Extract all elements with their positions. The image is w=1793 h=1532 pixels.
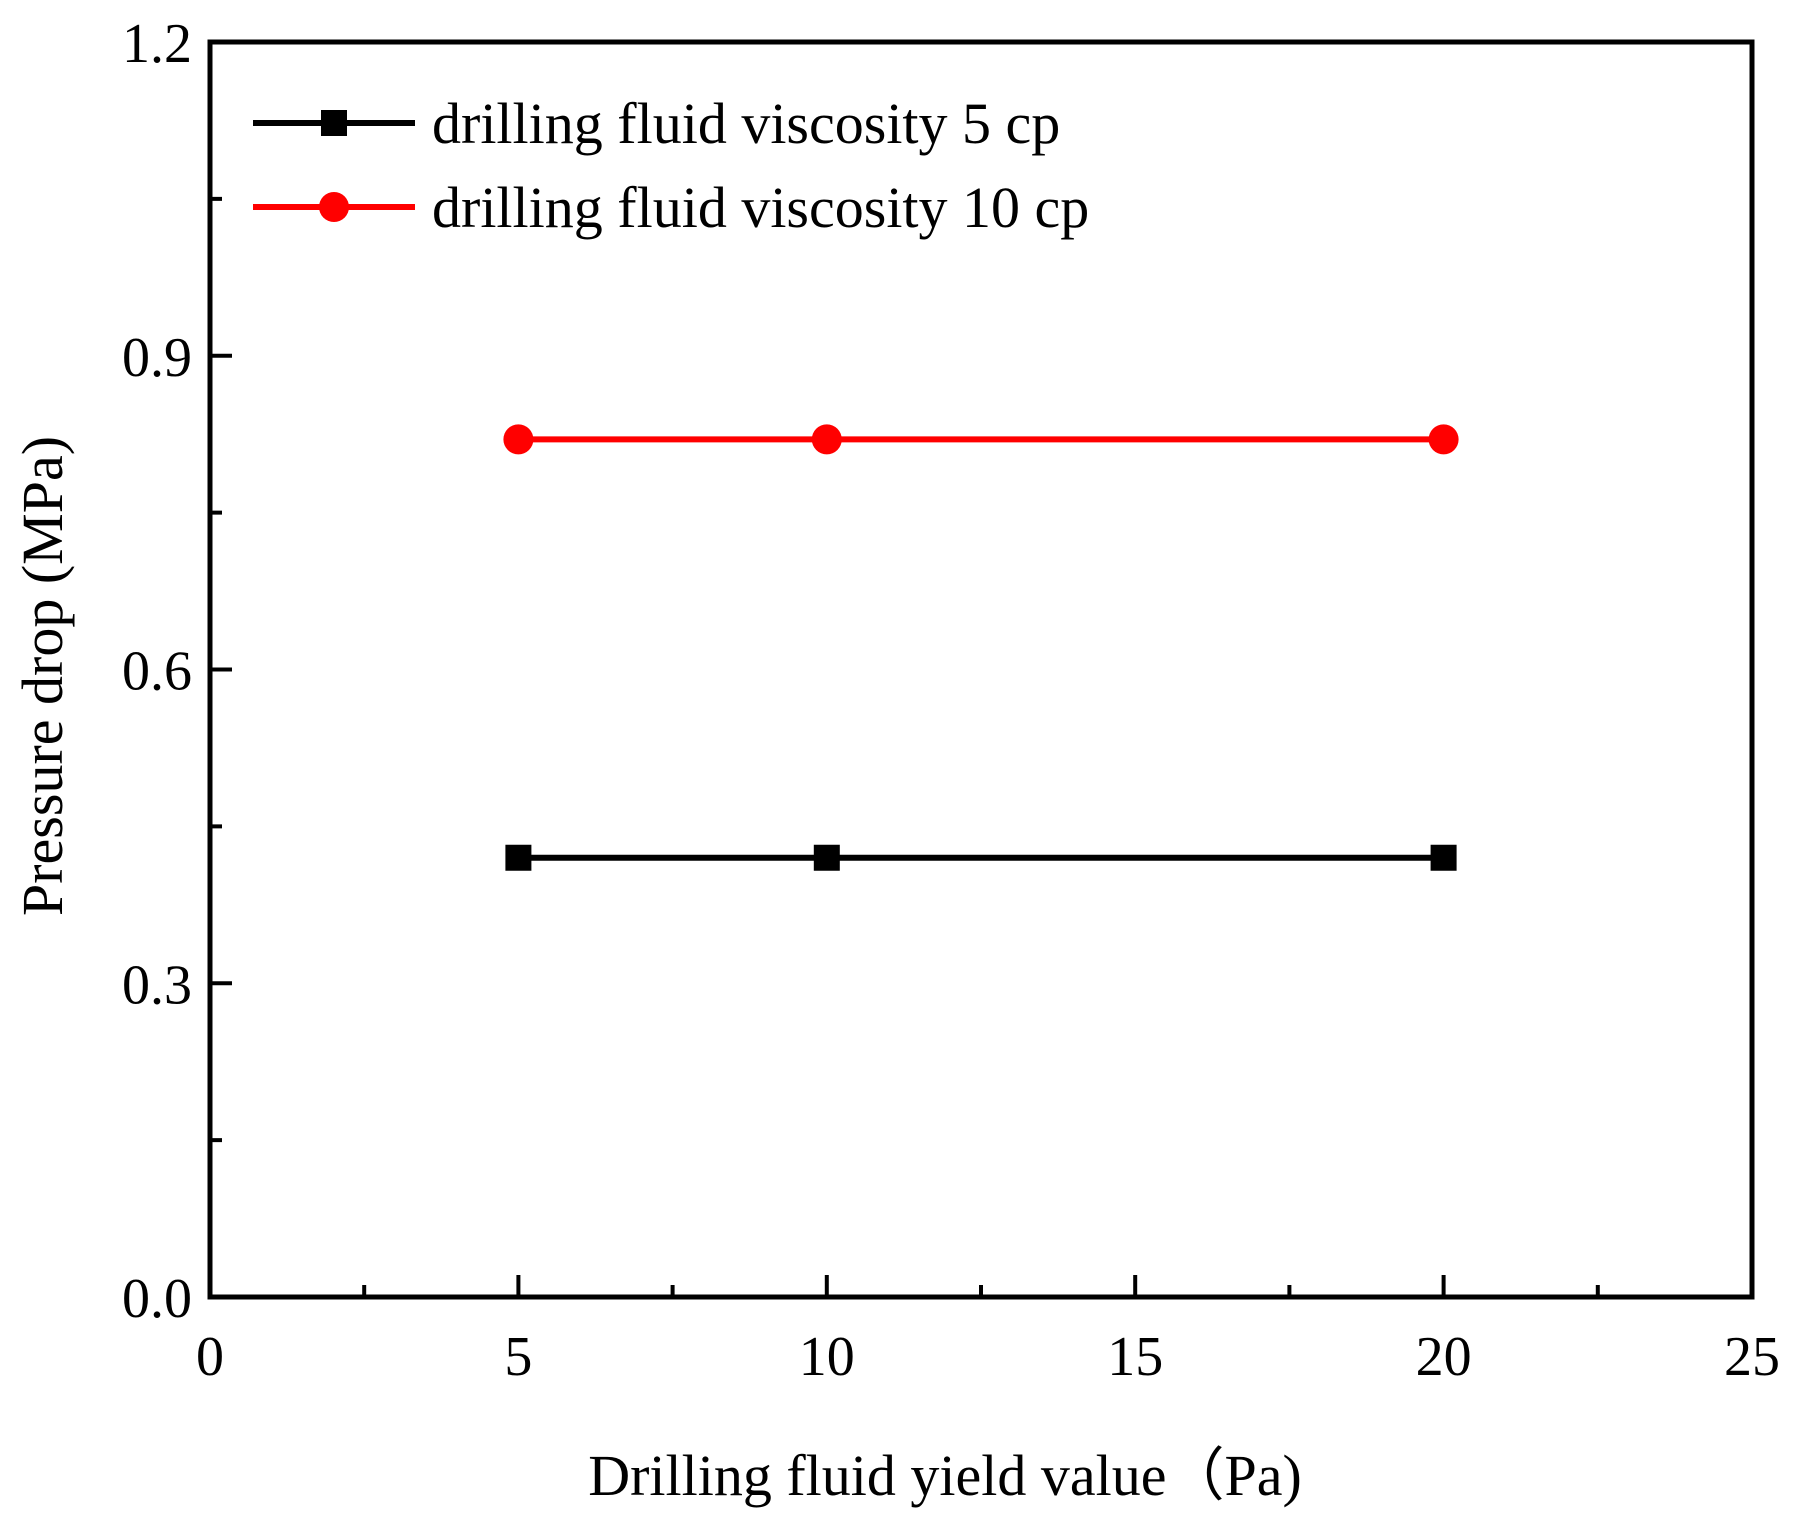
series-1-point	[1430, 844, 1457, 871]
series-1-point	[505, 844, 532, 871]
y-tick-label: 0.3	[122, 954, 192, 1016]
plot-area	[503, 424, 1459, 871]
y-tick-label: 0.0	[122, 1268, 192, 1330]
legend: drilling fluid viscosity 5 cp drilling fl…	[253, 91, 1089, 240]
legend-label-1: drilling fluid viscosity 5 cp	[432, 91, 1060, 156]
series-2-point	[1428, 424, 1459, 455]
x-axis-title: Drilling fluid yield value（Pa)	[588, 1443, 1302, 1508]
y-tick-label: 0.6	[122, 641, 192, 703]
y-tick-label: 1.2	[122, 13, 192, 75]
x-tick-label: 5	[504, 1326, 532, 1388]
x-tick-label: 0	[196, 1326, 224, 1388]
legend-label-2: drilling fluid viscosity 10 cp	[432, 175, 1089, 240]
y-tick-label: 0.9	[122, 327, 192, 389]
x-tick-label: 20	[1416, 1326, 1472, 1388]
x-tick-label: 10	[799, 1326, 855, 1388]
x-tick-label: 15	[1107, 1326, 1163, 1388]
y-axis-title: Pressure drop (MPa)	[10, 436, 75, 916]
legend-marker-2	[319, 192, 349, 222]
axes: 0 5 10 15 20 25 0.0 0.3 0.6 0.9 1.2	[122, 13, 1780, 1388]
series-1-point	[813, 844, 840, 871]
legend-marker-1	[321, 110, 347, 136]
x-tick-label: 25	[1724, 1326, 1780, 1388]
series-2-point	[503, 424, 534, 455]
series-2-point	[811, 424, 842, 455]
